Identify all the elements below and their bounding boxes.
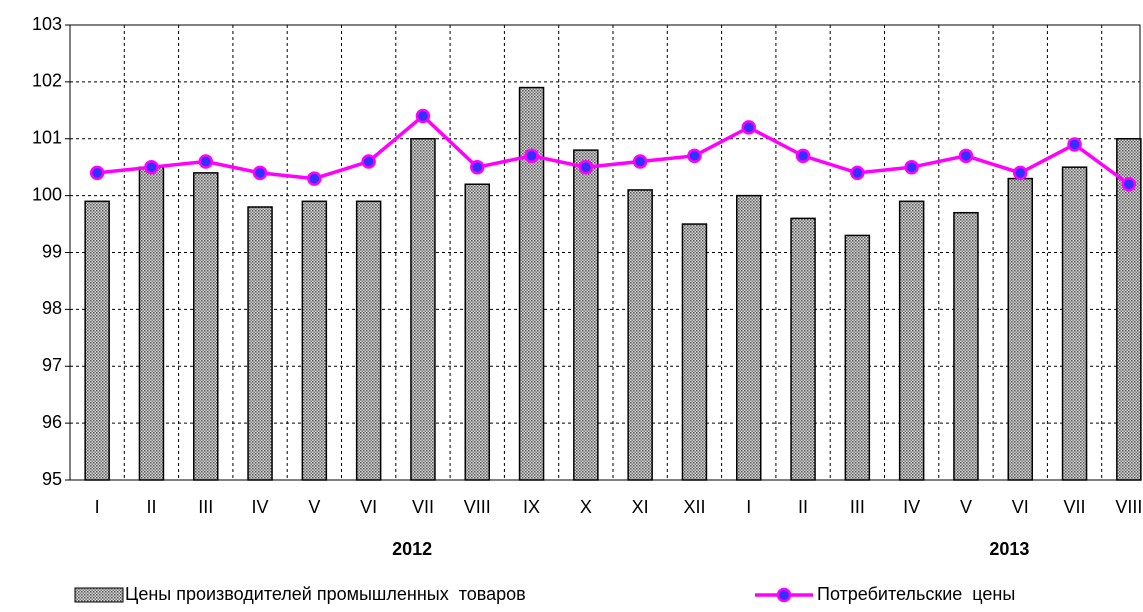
legend-label: Цены производителей промышленных товаров	[125, 584, 526, 604]
bar	[138, 166, 165, 481]
marker	[958, 148, 974, 164]
bar	[247, 206, 273, 481]
marker	[687, 148, 702, 164]
bar	[1116, 138, 1142, 481]
legend-label: Потребительские цены	[817, 584, 1015, 604]
marker	[795, 148, 811, 164]
bar	[1007, 177, 1033, 481]
bar	[355, 200, 382, 481]
x-tick-label: IV	[252, 497, 269, 517]
x-tick-label: III	[198, 497, 213, 517]
y-tick-label: 96	[42, 412, 62, 432]
y-tick-label: 97	[42, 355, 62, 375]
marker	[1067, 137, 1082, 152]
marker	[1121, 177, 1137, 192]
bar	[518, 86, 545, 481]
marker	[198, 154, 213, 169]
x-tick-label: I	[746, 497, 751, 517]
y-tick-label: 102	[32, 71, 62, 91]
bar	[193, 172, 219, 481]
bar	[410, 138, 436, 481]
x-tick-label: X	[580, 497, 592, 517]
x-tick-label: IV	[903, 497, 920, 517]
marker	[524, 148, 539, 164]
y-tick-label: 98	[42, 298, 62, 318]
marker	[144, 159, 159, 175]
x-tick-label: VIII	[464, 497, 491, 517]
marker	[632, 154, 648, 169]
marker	[470, 159, 485, 175]
marker	[361, 154, 376, 169]
bar	[844, 234, 871, 481]
x-tick-label: III	[850, 497, 865, 517]
marker	[741, 120, 756, 135]
bar	[953, 211, 979, 481]
marker	[89, 165, 105, 181]
bar	[627, 189, 653, 481]
y-tick-label: 99	[42, 241, 62, 261]
x-tick-label: XII	[683, 497, 705, 517]
marker	[415, 108, 431, 124]
bar	[736, 194, 762, 481]
x-tick-label: VI	[1012, 497, 1029, 517]
x-tick-label: XI	[632, 497, 649, 517]
legend-swatch	[74, 587, 124, 603]
marker	[904, 159, 919, 175]
x-tick-label: I	[95, 497, 100, 517]
marker	[1013, 165, 1028, 181]
marker	[850, 165, 865, 181]
bar	[681, 223, 708, 481]
year-label: 2012	[392, 539, 432, 559]
x-tick-label: II	[798, 497, 808, 517]
y-tick-label: 95	[42, 469, 62, 489]
y-tick-label: 103	[32, 14, 62, 34]
bar	[464, 183, 490, 481]
y-tick-label: 101	[32, 128, 62, 148]
bar	[301, 200, 328, 481]
x-tick-label: V	[308, 497, 320, 517]
marker	[252, 165, 268, 181]
legend-marker	[776, 587, 792, 603]
bar	[573, 149, 599, 481]
bar	[790, 217, 816, 481]
x-tick-label: VII	[412, 497, 434, 517]
line	[96, 113, 1130, 186]
year-label: 2013	[989, 539, 1029, 559]
x-tick-label: VII	[1064, 497, 1086, 517]
bar	[898, 200, 925, 481]
y-tick-label: 100	[32, 184, 62, 204]
x-tick-label: VI	[360, 497, 377, 517]
x-tick-label: V	[960, 497, 972, 517]
bar	[84, 200, 110, 481]
marker	[307, 171, 322, 186]
x-tick-label: VIII	[1115, 497, 1142, 517]
x-tick-label: IX	[523, 497, 540, 517]
bar	[1061, 166, 1088, 481]
x-tick-label: II	[146, 497, 156, 517]
marker	[578, 159, 594, 175]
